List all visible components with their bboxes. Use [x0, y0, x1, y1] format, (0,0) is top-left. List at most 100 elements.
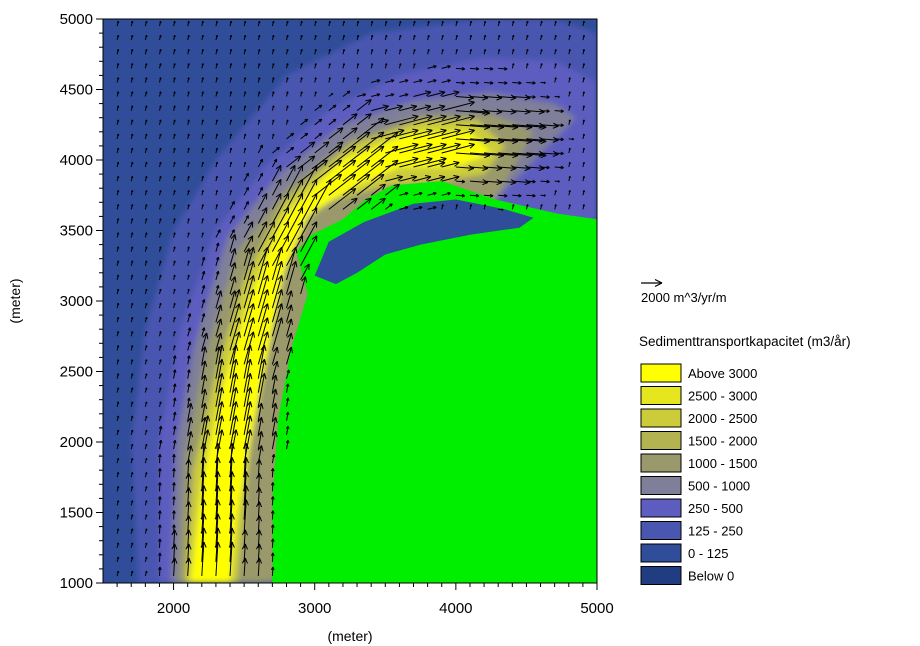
vector-arrow [201, 256, 206, 266]
vector-arrow [116, 556, 120, 563]
vector-arrow [427, 114, 461, 126]
vector-arrow [399, 104, 418, 112]
vector-arrow [257, 193, 268, 210]
vector-arrow [257, 158, 263, 168]
vector-arrow [384, 34, 388, 41]
vector-arrow [342, 77, 345, 83]
vector-arrow [130, 119, 134, 125]
vector-arrow [568, 147, 571, 154]
vector-arrow [229, 49, 233, 55]
vector-arrow [116, 260, 120, 266]
vector-arrow [286, 119, 289, 125]
vector-arrow [130, 486, 134, 492]
vector-arrow [130, 34, 134, 41]
vector-arrow [130, 20, 134, 27]
vector-arrow [525, 34, 529, 41]
vector-arrow [144, 77, 148, 83]
vector-arrow [144, 528, 148, 534]
vector-arrow [540, 194, 546, 197]
vector-arrow [116, 147, 120, 154]
vector-arrow [285, 411, 290, 421]
vector-arrow [554, 137, 564, 142]
vector-arrow [144, 218, 148, 224]
vector-arrow [271, 164, 282, 182]
vector-arrow [158, 538, 162, 548]
vector-arrow [159, 415, 162, 422]
vector-arrow [187, 190, 190, 196]
vector-arrow [356, 34, 360, 41]
vector-arrow [398, 49, 402, 55]
legend-swatch [640, 543, 682, 563]
vector-arrow [243, 161, 247, 168]
vector-arrow [229, 262, 237, 281]
vector-arrow [270, 468, 275, 478]
vector-arrow [159, 119, 162, 125]
vector-arrow [398, 20, 402, 27]
y-axis-title: (meter) [7, 278, 23, 323]
vector-arrow [243, 186, 249, 196]
harbour-basin [314, 199, 534, 285]
vector-arrow [498, 193, 508, 198]
vector-arrow [173, 77, 176, 83]
vector-arrow [159, 133, 162, 140]
vector-arrow [568, 77, 571, 83]
vector-arrow [568, 105, 571, 111]
vector-arrow [286, 20, 289, 27]
vector-arrow [455, 20, 458, 27]
vector-arrow [314, 132, 323, 140]
vector-arrow [582, 49, 585, 55]
vector-arrow [159, 302, 162, 309]
vector-arrow [384, 63, 388, 69]
vector-arrow [328, 93, 334, 97]
vector-arrow [286, 49, 289, 55]
vector-arrow [441, 204, 444, 210]
vector-arrow [257, 303, 270, 337]
legend-item: 0 - 125 [640, 543, 728, 563]
vector-arrow [144, 514, 148, 520]
vector-arrow [441, 114, 475, 126]
vector-arrow [116, 457, 120, 464]
vector-arrow [159, 232, 162, 238]
vector-arrow [116, 443, 120, 450]
vector-arrow [554, 123, 564, 128]
vector-arrow [271, 360, 279, 379]
vector-arrow [130, 359, 134, 365]
y-tick-label: 4500 [60, 82, 93, 99]
vector-arrow [130, 542, 134, 548]
vector-arrow [229, 233, 237, 252]
legend: Sedimenttransportkapacitet (m3/år) Above… [639, 334, 851, 585]
vector-arrow [187, 175, 190, 182]
vector-arrow [497, 34, 501, 41]
vector-arrow [116, 34, 120, 41]
vector-arrow [568, 34, 571, 41]
vector-arrow [172, 510, 176, 520]
vector-arrow [116, 274, 120, 281]
vector-arrow [582, 91, 585, 97]
vector-arrow [568, 91, 571, 97]
vector-arrow [328, 127, 344, 140]
vector-arrow [116, 316, 120, 323]
vector-arrow [399, 93, 409, 97]
vector-arrow [201, 105, 204, 111]
vector-arrow [257, 331, 270, 365]
legend-title: Sedimenttransportkapacitet (m3/år) [639, 334, 851, 349]
vector-arrow [271, 34, 275, 41]
vector-arrow [159, 63, 162, 69]
vector-arrow [229, 77, 233, 83]
vector-arrow [582, 175, 585, 182]
vector-arrow [243, 215, 249, 224]
vector-arrow [413, 114, 447, 126]
vector-arrow [215, 91, 218, 97]
vector-arrow [568, 20, 571, 27]
vector-arrow [215, 318, 223, 337]
vector-arrow [540, 81, 546, 84]
vector-arrow [201, 147, 204, 154]
vector-arrow [158, 496, 162, 506]
vector-arrow [314, 63, 317, 69]
vector-arrow [469, 49, 473, 55]
vector-arrow [116, 77, 120, 83]
vector-arrow [187, 105, 190, 111]
vector-arrow [158, 510, 162, 520]
vector-arrow [512, 81, 522, 85]
vector-arrow [187, 383, 191, 393]
